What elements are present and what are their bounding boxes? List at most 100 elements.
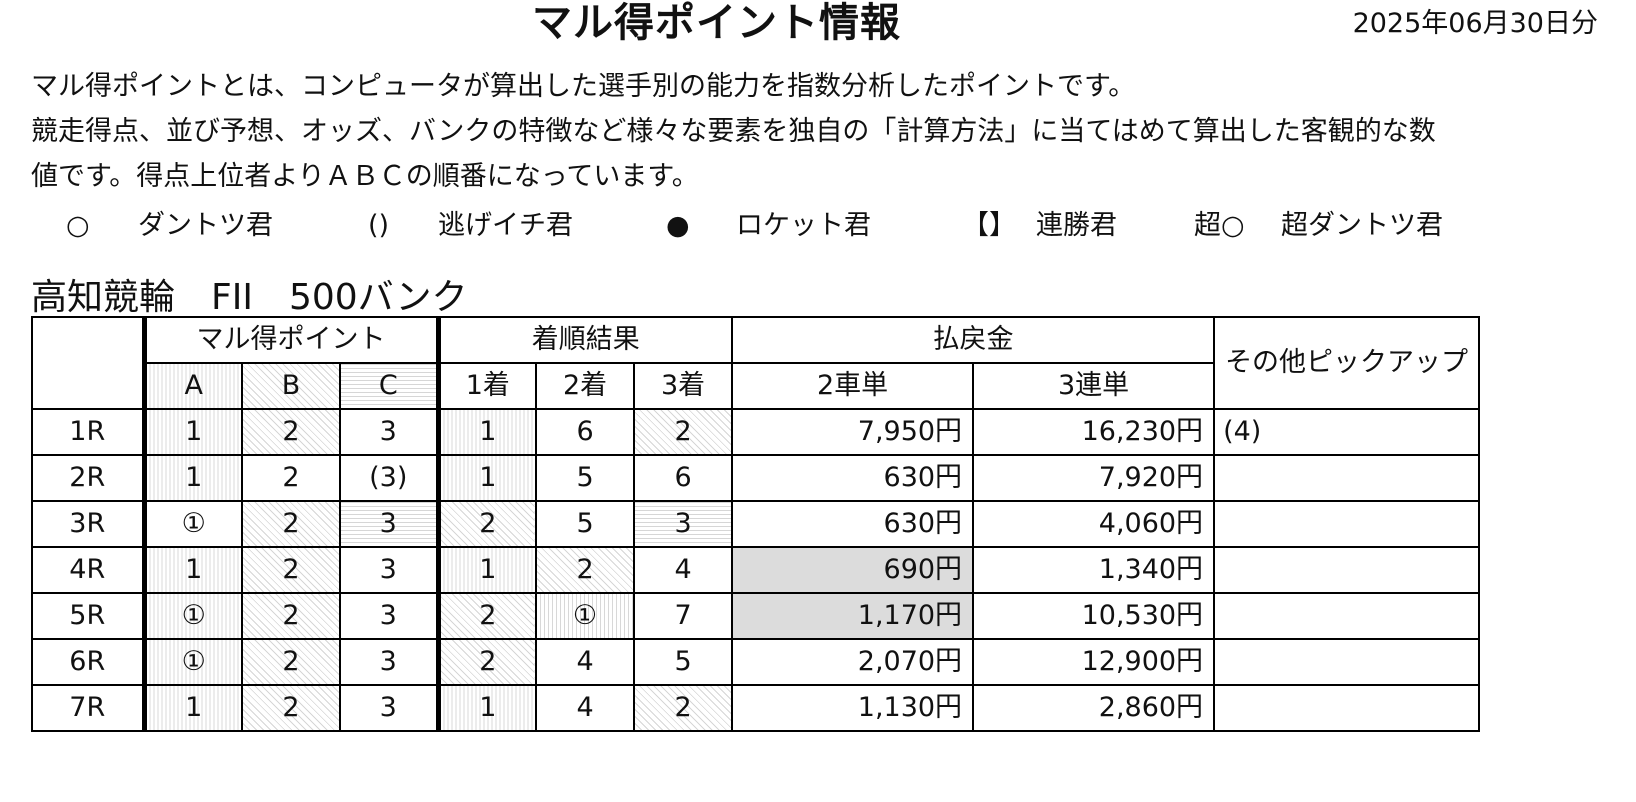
exacta-payout-cell: 690円 [731, 546, 975, 594]
legend-symbol-rocket: ● [666, 210, 690, 241]
result-2nd-cell: 5 [535, 500, 636, 548]
race-header-cell [31, 316, 145, 410]
col-header-2nd: 2着 [535, 362, 636, 410]
trifecta-payout-cell: 4,060円 [972, 500, 1216, 548]
legend-symbol-dantotsu: ○ [66, 210, 90, 241]
legend-label-super-dantotsu: 超ダントツ君 [1281, 210, 1443, 241]
description: マル得ポイントとは、コンピュータが算出した選手別の能力を指数分析したポイントです… [31, 64, 1611, 199]
point-a-cell: 1 [141, 546, 243, 594]
point-c-cell: (3) [338, 454, 440, 502]
maru-points-header: マル得ポイント [141, 316, 440, 364]
result-1st-cell: 2 [435, 500, 538, 548]
exacta-payout-cell: 630円 [731, 454, 975, 502]
result-2nd-cell: 4 [535, 684, 636, 732]
trifecta-payout-cell: 2,860円 [972, 684, 1216, 732]
col-header-c: C [338, 362, 440, 410]
point-a-cell: 1 [141, 408, 243, 456]
other-pickup-cell [1213, 454, 1481, 502]
point-a-cell: 1 [141, 454, 243, 502]
race-cell: 6R [31, 638, 145, 686]
other-pickup-cell [1213, 546, 1481, 594]
point-c-cell: 3 [338, 500, 440, 548]
point-b-cell: 2 [241, 546, 341, 594]
legend-symbol-nige: () [368, 210, 390, 241]
col-header-trifecta: 3連単 [972, 362, 1216, 410]
other-pickup-header: その他ピックアップ [1213, 316, 1481, 410]
result-2nd-cell: ① [535, 592, 636, 640]
legend-symbol-super-dantotsu: 超○ [1194, 210, 1245, 241]
legend-symbol-renshou: 【】 [962, 210, 1016, 241]
trifecta-payout-cell: 12,900円 [972, 638, 1216, 686]
result-2nd-cell: 2 [535, 546, 636, 594]
result-3rd-cell: 5 [633, 638, 734, 686]
table-row: 6R ① 2 3 2 4 5 2,070円 12,900円 [31, 638, 1481, 686]
legend-label-dantotsu: ダントツ君 [138, 210, 273, 241]
result-1st-cell: 1 [435, 408, 538, 456]
point-a-cell: 1 [141, 684, 243, 732]
trifecta-payout-cell: 16,230円 [972, 408, 1216, 456]
exacta-payout-cell: 1,130円 [731, 684, 975, 732]
col-header-3rd: 3着 [633, 362, 734, 410]
result-2nd-cell: 4 [535, 638, 636, 686]
date-label: 2025年06月30日分 [1352, 8, 1598, 39]
result-3rd-cell: 7 [633, 592, 734, 640]
point-b-cell: 2 [241, 500, 341, 548]
legend-label-nige: 逃げイチ君 [438, 210, 573, 241]
race-cell: 4R [31, 546, 145, 594]
table-row: 7R 1 2 3 1 4 2 1,130円 2,860円 [31, 684, 1481, 732]
col-header-a: A [141, 362, 243, 410]
result-header: 着順結果 [435, 316, 734, 364]
result-3rd-cell: 6 [633, 454, 734, 502]
other-pickup-cell [1213, 684, 1481, 732]
point-b-cell: 2 [241, 408, 341, 456]
description-line-3: 値です。得点上位者よりＡＢＣの順番になっています。 [31, 161, 699, 192]
race-cell: 5R [31, 592, 145, 640]
other-pickup-cell [1213, 500, 1481, 548]
race-cell: 3R [31, 500, 145, 548]
point-b-cell: 2 [241, 638, 341, 686]
result-1st-cell: 1 [435, 546, 538, 594]
legend-label-renshou: 連勝君 [1036, 210, 1117, 241]
exacta-payout-cell: 2,070円 [731, 638, 975, 686]
result-1st-cell: 1 [435, 454, 538, 502]
point-b-cell: 2 [241, 454, 341, 502]
exacta-payout-cell: 630円 [731, 500, 975, 548]
exacta-payout-cell: 1,170円 [731, 592, 975, 640]
point-c-cell: 3 [338, 684, 440, 732]
point-a-cell: ① [141, 638, 243, 686]
description-line-1: マル得ポイントとは、コンピュータが算出した選手別の能力を指数分析したポイントです… [31, 71, 1136, 102]
point-c-cell: 3 [338, 546, 440, 594]
results-table: マル得ポイント 着順結果 払戻金 その他ピックアップ A B C 1着 2着 3… [31, 316, 1481, 732]
page-title: マル得ポイント情報 [532, 0, 901, 46]
trifecta-payout-cell: 10,530円 [972, 592, 1216, 640]
trifecta-payout-cell: 1,340円 [972, 546, 1216, 594]
point-c-cell: 3 [338, 592, 440, 640]
result-3rd-cell: 2 [633, 684, 734, 732]
table-row: 3R ① 2 3 2 5 3 630円 4,060円 [31, 500, 1481, 548]
description-line-2: 競走得点、並び予想、オッズ、バンクの特徴など様々な要素を独自の「計算方法」に当て… [31, 116, 1436, 147]
payout-header: 払戻金 [731, 316, 1216, 364]
table-row: 4R 1 2 3 1 2 4 690円 1,340円 [31, 546, 1481, 594]
race-cell: 7R [31, 684, 145, 732]
trifecta-payout-cell: 7,920円 [972, 454, 1216, 502]
result-3rd-cell: 4 [633, 546, 734, 594]
point-c-cell: 3 [338, 638, 440, 686]
point-c-cell: 3 [338, 408, 440, 456]
table-row: 2R 1 2 (3) 1 5 6 630円 7,920円 [31, 454, 1481, 502]
col-header-1st: 1着 [435, 362, 538, 410]
race-cell: 2R [31, 454, 145, 502]
header-row-sub: A B C 1着 2着 3着 2車単 3連単 [32, 362, 1479, 410]
other-pickup-cell [1213, 638, 1481, 686]
other-pickup-cell [1213, 592, 1481, 640]
result-3rd-cell: 2 [633, 408, 734, 456]
legend-label-rocket: ロケット君 [736, 210, 871, 241]
result-2nd-cell: 6 [535, 408, 636, 456]
point-a-cell: ① [141, 500, 243, 548]
col-header-b: B [241, 362, 341, 410]
point-b-cell: 2 [241, 592, 341, 640]
other-pickup-cell: (4) [1213, 408, 1481, 456]
result-3rd-cell: 3 [633, 500, 734, 548]
table-row: 5R ① 2 3 2 ① 7 1,170円 10,530円 [31, 592, 1481, 640]
result-1st-cell: 2 [435, 592, 538, 640]
point-a-cell: ① [141, 592, 243, 640]
